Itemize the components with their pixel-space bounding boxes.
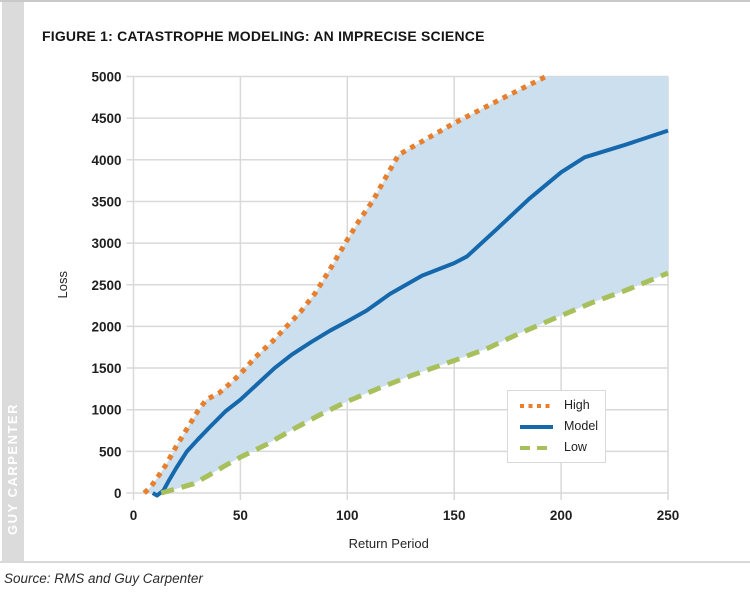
low-dashed-line-icon [520,445,553,450]
y-tick-label: 4500 [91,111,121,126]
x-tick-label: 250 [657,508,680,523]
model-solid-line-icon [520,424,553,429]
legend-item-low: Low [520,441,605,455]
y-axis-title: Loss [55,271,70,299]
bottom-border-rule [0,561,750,563]
chart-legend: High Model Low [507,390,606,463]
y-tick-label: 3000 [91,236,121,251]
legend-label-low: Low [564,440,587,455]
legend-label-model: Model [564,419,599,434]
y-tick-label: 4000 [91,153,121,168]
y-tick-label: 5000 [91,70,121,85]
x-axis-title: Return Period [349,536,429,551]
y-tick-label: 2000 [91,319,121,334]
source-caption: Source: RMS and Guy Carpenter [4,571,203,586]
y-tick-label: 3500 [91,194,121,209]
y-tick-label: 1000 [91,403,121,418]
x-tick-label: 200 [550,508,573,523]
legend-item-model: Model [520,420,605,434]
y-tick-label: 500 [99,444,122,459]
legend-label-high: High [564,398,590,413]
x-tick-label: 0 [130,508,138,523]
figure-title: FIGURE 1: CATASTROPHE MODELING: AN IMPRE… [42,28,485,44]
y-tick-label: 2500 [91,278,121,293]
series-line-low [160,270,669,496]
x-tick-label: 100 [336,508,359,523]
y-tick-label: 1500 [91,361,121,376]
series-line-high [142,74,548,495]
top-border-rule [0,0,750,2]
brand-sidebar: GUY CARPENTER [2,2,24,561]
y-tick-label: 0 [114,486,122,501]
legend-item-high: High [520,399,605,413]
high-dotted-line-icon [520,403,553,408]
x-tick-label: 50 [233,508,248,523]
x-tick-label: 150 [443,508,466,523]
series-line-model [151,128,669,498]
